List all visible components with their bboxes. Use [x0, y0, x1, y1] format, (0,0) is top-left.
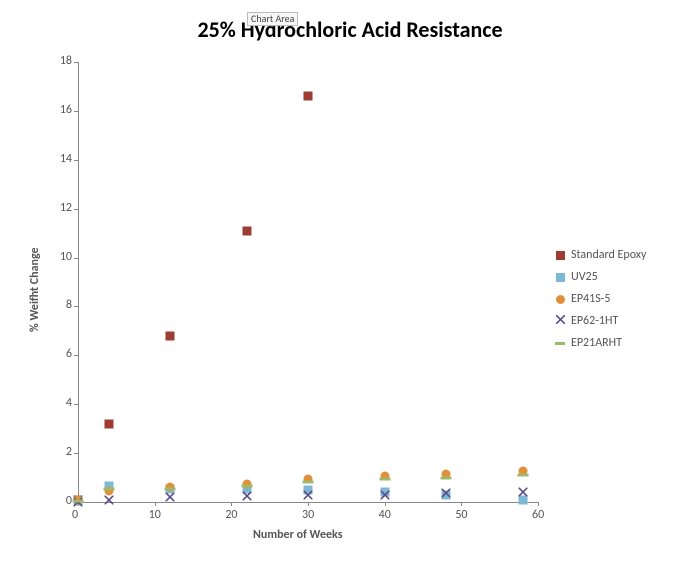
- y-tick-label: 12: [60, 201, 72, 215]
- chart-title: 25% Hydrochloric Acid Resistance: [0, 16, 700, 43]
- y-axis-label: % Weifht Change: [28, 247, 42, 332]
- y-tick-label: 18: [60, 54, 72, 68]
- dash-marker: [103, 487, 114, 490]
- square-marker: [556, 273, 565, 282]
- x-marker: [304, 485, 313, 504]
- y-tick-label: 0: [66, 494, 72, 508]
- x-tick-label: 40: [379, 508, 391, 522]
- plot-area: [78, 62, 539, 503]
- square-marker: [104, 419, 113, 428]
- circle-marker: [556, 295, 565, 304]
- legend-item: EP62-1HT: [555, 314, 646, 328]
- y-tick-label: 2: [66, 445, 72, 459]
- legend-item: UV25: [555, 270, 646, 284]
- x-marker: [242, 486, 251, 505]
- x-tick-label: 60: [532, 508, 544, 522]
- legend-item: EP41S-5: [555, 292, 646, 306]
- square-marker: [556, 251, 565, 260]
- y-tick-label: 4: [66, 396, 72, 410]
- dash-marker: [303, 481, 314, 484]
- legend-item: EP21ARHT: [555, 336, 646, 350]
- y-tick-label: 6: [66, 347, 72, 361]
- legend-label: EP62-1HT: [571, 314, 618, 328]
- legend-label: UV25: [571, 270, 598, 284]
- chart-area-tooltip: Chart Area: [247, 12, 298, 26]
- square-marker: [242, 226, 251, 235]
- x-tick-label: 20: [225, 508, 237, 522]
- x-marker: [442, 484, 451, 503]
- legend-label: EP41S-5: [571, 292, 610, 306]
- y-tick-label: 10: [60, 250, 72, 264]
- dash-marker: [379, 477, 390, 480]
- dash-marker: [165, 487, 176, 490]
- dash-marker: [441, 476, 452, 479]
- dash-marker: [73, 499, 84, 502]
- y-tick-label: 16: [60, 103, 72, 117]
- x-tick-label: 50: [455, 508, 467, 522]
- x-marker: [166, 488, 175, 507]
- x-marker: [518, 483, 527, 502]
- dash-marker: [517, 474, 528, 477]
- x-axis-label: Number of Weeks: [253, 528, 343, 542]
- square-marker: [166, 331, 175, 340]
- x-tick-label: 10: [149, 508, 161, 522]
- x-tick-label: 30: [302, 508, 314, 522]
- y-tick-label: 14: [60, 152, 72, 166]
- legend-label: EP21ARHT: [571, 336, 622, 350]
- y-tick-label: 8: [66, 298, 72, 312]
- legend-item: Standard Epoxy: [555, 248, 646, 262]
- legend-label: Standard Epoxy: [571, 248, 646, 262]
- x-marker: [380, 485, 389, 504]
- dash-marker: [241, 485, 252, 488]
- dash-marker: [555, 342, 565, 345]
- square-marker: [304, 92, 313, 101]
- x-marker: [104, 490, 113, 509]
- legend: Standard Epoxy UV25 EP41S-5 EP62-1HT EP21ARH…: [555, 240, 646, 358]
- x-marker: [556, 314, 565, 328]
